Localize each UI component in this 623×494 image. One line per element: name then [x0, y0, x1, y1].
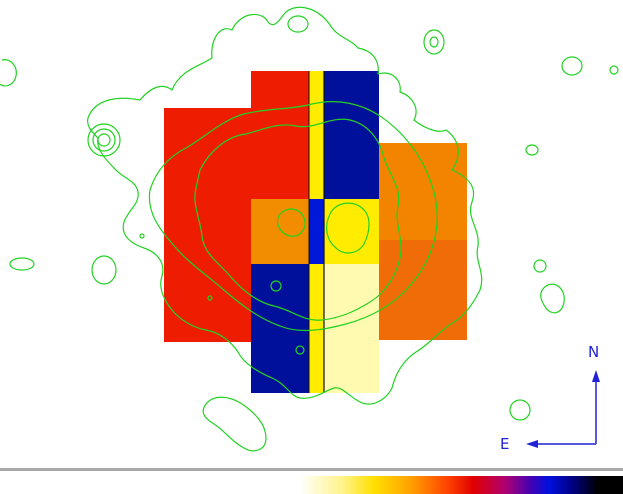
- block-right-dark-orange: [379, 240, 467, 340]
- contour-left-b: [91, 255, 117, 285]
- separator-line: [0, 468, 623, 471]
- contour-top-b-in: [429, 36, 439, 48]
- contour-ring-1: [97, 133, 111, 147]
- contour-dot-d: [139, 233, 145, 239]
- contour-core-2: [277, 208, 306, 237]
- contour-top-c: [561, 56, 583, 76]
- contour-ring-3: [87, 123, 121, 157]
- block-left-red: [164, 108, 252, 342]
- contour-bottom-lobe: [202, 396, 267, 452]
- compass: N E: [500, 343, 600, 453]
- contour-dot-b: [270, 280, 282, 292]
- contour-core: [326, 202, 370, 254]
- block-mid-blue-strip: [309, 199, 324, 264]
- contour-right-d: [509, 399, 531, 421]
- contour-top-a: [287, 15, 309, 33]
- north-label: N: [588, 343, 599, 361]
- block-bottom-navy: [251, 264, 309, 393]
- contour-outer: [87, 6, 483, 405]
- contour-ring-2: [92, 128, 116, 152]
- block-bottom-yellow-strip: [309, 264, 324, 393]
- colorbar: [0, 476, 623, 494]
- contour-right-c: [540, 283, 565, 314]
- block-mid-orange: [251, 199, 309, 264]
- contour-right-a: [525, 144, 539, 156]
- contour-dot-c: [295, 345, 305, 355]
- contour-top-d: [609, 65, 619, 75]
- block-mid-yellow: [324, 199, 379, 264]
- east-arrowhead: [526, 440, 538, 448]
- contour-dot-a: [207, 295, 213, 301]
- block-top-yellow-strip: [309, 71, 324, 199]
- contour-left-a: [9, 257, 35, 271]
- block-right-orange: [379, 143, 467, 240]
- east-label: E: [500, 435, 509, 453]
- contour-mid: [148, 101, 438, 332]
- block-top-navy: [324, 71, 379, 199]
- region-blocks: [164, 71, 467, 393]
- contour-lines: [0, 6, 619, 452]
- north-arrowhead: [592, 370, 600, 382]
- contour-left-edge: [0, 59, 17, 87]
- contour-top-b: [423, 29, 445, 55]
- block-top-red: [251, 71, 309, 199]
- contour-inner: [194, 118, 402, 321]
- contour-right-b: [533, 259, 547, 273]
- block-bottom-pale-yellow: [324, 264, 379, 393]
